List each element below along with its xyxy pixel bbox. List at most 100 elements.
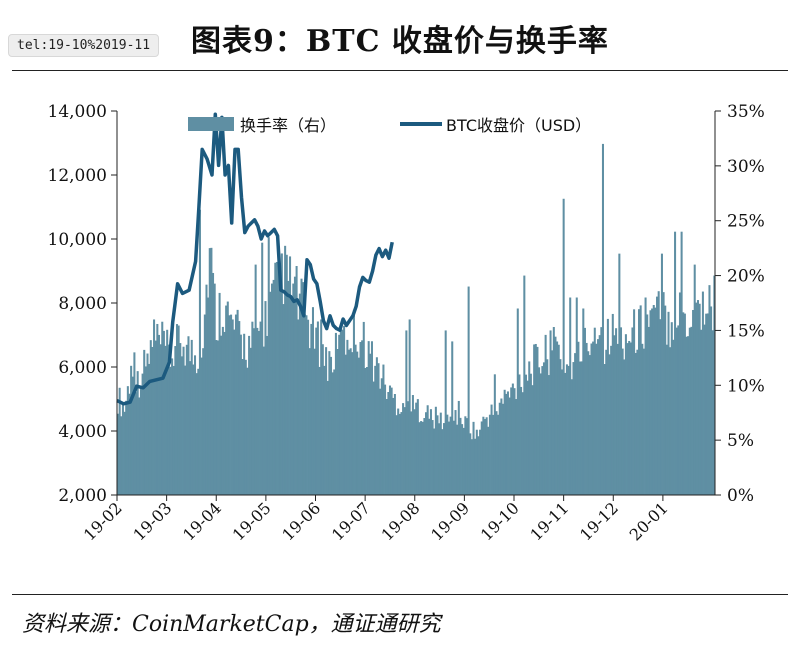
turnover-bar <box>387 392 390 495</box>
turnover-bar <box>344 354 347 495</box>
turnover-bar <box>667 311 670 495</box>
turnover-bar <box>400 412 403 495</box>
turnover-bar <box>185 344 188 495</box>
turnover-bar <box>672 339 675 495</box>
turnover-bar <box>154 340 157 495</box>
turnover-bar <box>321 344 324 495</box>
x-tick-label: 19-03 <box>129 498 175 544</box>
turnover-bar <box>608 354 611 495</box>
y-right-tick-label: 15% <box>727 321 765 341</box>
turnover-bar <box>125 400 128 495</box>
turnover-bar <box>269 291 272 495</box>
y-right-tick-label: 25% <box>727 212 765 232</box>
legend-label-turnover: 换手率（右） <box>240 116 336 135</box>
y-left-tick-label: 2,000 <box>58 486 107 506</box>
turnover-bar <box>357 357 360 495</box>
turnover-bar <box>228 315 231 495</box>
turnover-bar <box>203 314 206 495</box>
x-tick-label: 19-08 <box>378 498 424 544</box>
turnover-bar <box>628 340 631 495</box>
turnover-bar <box>670 322 673 495</box>
turnover-bar <box>457 400 460 495</box>
turnover-bar <box>148 363 151 495</box>
turnover-bar <box>613 335 616 495</box>
turnover-bar <box>135 392 138 495</box>
turnover-bar <box>541 366 544 495</box>
turnover-bar <box>336 349 339 495</box>
turnover-bar <box>456 424 459 495</box>
legend-swatch-turnover <box>188 117 234 131</box>
turnover-bar <box>331 372 334 495</box>
turnover-bar <box>370 341 373 495</box>
turnover-bar <box>488 414 491 495</box>
turnover-bar <box>372 381 375 495</box>
turnover-bar <box>454 410 457 495</box>
turnover-bar <box>162 330 165 495</box>
turnover-bar <box>564 372 567 495</box>
turnover-bar <box>529 373 532 495</box>
turnover-bar <box>698 303 701 495</box>
turnover-bar <box>449 416 452 495</box>
turnover-bar <box>151 346 154 495</box>
turnover-bar <box>567 365 570 495</box>
turnover-bar <box>382 364 385 495</box>
turnover-bar <box>405 330 408 495</box>
turnover-bar <box>179 343 182 495</box>
turnover-bar <box>477 436 480 495</box>
turnover-bar <box>431 420 434 495</box>
turnover-bar <box>644 297 647 495</box>
turnover-bar <box>595 343 598 495</box>
turnover-bar <box>511 383 514 495</box>
turnover-bar <box>359 342 362 495</box>
turnover-bar <box>570 379 573 495</box>
turnover-bar <box>182 346 185 495</box>
turnover-bar <box>159 344 162 495</box>
turnover-bar <box>429 409 432 495</box>
turnover-bar <box>533 344 536 495</box>
turnover-bar <box>615 328 618 495</box>
turnover-bar <box>562 198 565 495</box>
turnover-bar <box>362 321 365 495</box>
turnover-bar <box>333 369 336 495</box>
tooltip-chip: tel:19-10%2019-11 <box>8 34 160 57</box>
turnover-bar <box>701 291 704 495</box>
turnover-bar <box>223 331 226 495</box>
turnover-bar <box>465 418 469 495</box>
turnover-bar <box>705 313 708 495</box>
y-right-tick-label: 5% <box>727 431 754 451</box>
turnover-bar <box>138 397 141 495</box>
turnover-bar <box>149 340 152 495</box>
turnover-bar <box>588 355 591 495</box>
turnover-bar <box>364 367 367 495</box>
turnover-bar <box>262 346 265 495</box>
turnover-bar <box>282 304 285 495</box>
turnover-bar <box>174 346 177 495</box>
turnover-bar <box>572 362 575 495</box>
turnover-bar <box>295 266 298 495</box>
turnover-bar <box>492 414 495 495</box>
turnover-bar <box>208 248 211 495</box>
turnover-bar <box>687 336 690 495</box>
turnover-bar <box>513 388 516 495</box>
turnover-bar <box>592 341 595 495</box>
turnover-bar <box>280 253 283 495</box>
turnover-bar <box>243 333 246 495</box>
turnover-bar <box>469 433 472 495</box>
turnover-bar <box>585 342 588 495</box>
turnover-bar <box>418 422 421 495</box>
turnover-bar <box>692 309 695 495</box>
x-tick-label: 19-05 <box>229 498 275 544</box>
turnover-bar <box>341 329 344 495</box>
turnover-bar <box>621 348 624 495</box>
turnover-bar <box>647 326 650 495</box>
turnover-bar <box>521 392 524 495</box>
turnover-bar <box>485 417 488 495</box>
turnover-bar <box>524 374 527 495</box>
x-tick-label: 19-09 <box>427 498 473 544</box>
turnover-bar <box>346 339 349 495</box>
turnover-bar <box>574 353 577 495</box>
turnover-bar <box>410 411 413 495</box>
turnover-bar <box>136 371 139 495</box>
turnover-bar <box>603 364 606 495</box>
turnover-bar <box>506 391 509 495</box>
